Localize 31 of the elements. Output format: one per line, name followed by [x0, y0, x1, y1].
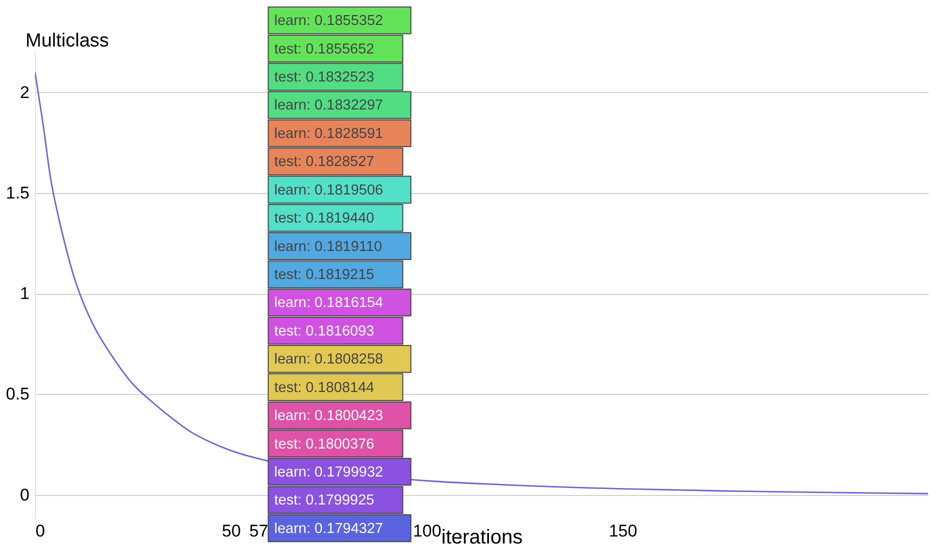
annotation: test: 0.1808144	[274, 380, 374, 396]
annotation: learn: 0.1832297	[274, 98, 384, 114]
x-tick-label: 150	[608, 522, 638, 540]
x-tick-label: 100	[412, 522, 442, 540]
x-tick-label: 57	[249, 522, 268, 540]
annotation: learn: 0.1819110	[274, 238, 382, 255]
x-tick-label: 0	[36, 522, 45, 540]
annotation: test: 0.1819215	[274, 267, 374, 283]
annotation: learn: 0.1799932	[274, 464, 384, 480]
annotation: test: 0.1832523	[274, 70, 374, 86]
annotation: learn: 0.1819506	[274, 182, 384, 198]
y-tick-label: 0.5	[6, 384, 30, 404]
annotation: learn: 0.1828591	[274, 126, 384, 142]
y-tick-label: 1	[20, 284, 30, 304]
y-tick-label: 2	[20, 82, 30, 102]
annotation: learn: 0.1816154	[274, 295, 384, 312]
text: learn: 0.1855352	[274, 13, 384, 30]
x-axis-title: iterations	[441, 526, 523, 548]
y-axis-title: Multiclass	[26, 30, 109, 52]
y-tick-label: 1.5	[6, 183, 30, 202]
annotation: test: 0.1828527	[274, 154, 374, 170]
annotation: test: 0.1800376	[274, 436, 374, 452]
text: learn: 0.1794327	[274, 520, 384, 537]
annotation: test: 0.1819440	[274, 210, 374, 227]
annotation: learn: 0.1800423	[274, 408, 384, 424]
y-tick-label: 0	[20, 485, 30, 504]
annotation: test: 0.1816093	[274, 323, 374, 340]
annotation: test: 0.1799925	[274, 492, 374, 509]
annotation: learn: 0.1808258	[274, 352, 384, 368]
annotation: test: 0.1855652	[274, 41, 374, 58]
x-tick-label: 50	[222, 522, 241, 540]
